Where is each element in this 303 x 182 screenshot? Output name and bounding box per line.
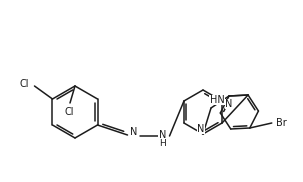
Text: HN: HN — [210, 95, 225, 105]
Text: N: N — [159, 130, 166, 140]
Text: N: N — [225, 99, 233, 109]
Text: H: H — [159, 139, 166, 149]
Text: N: N — [130, 127, 137, 137]
Text: Cl: Cl — [20, 79, 29, 89]
Text: Br: Br — [276, 118, 287, 128]
Text: N: N — [197, 124, 205, 134]
Text: Cl: Cl — [64, 107, 74, 117]
